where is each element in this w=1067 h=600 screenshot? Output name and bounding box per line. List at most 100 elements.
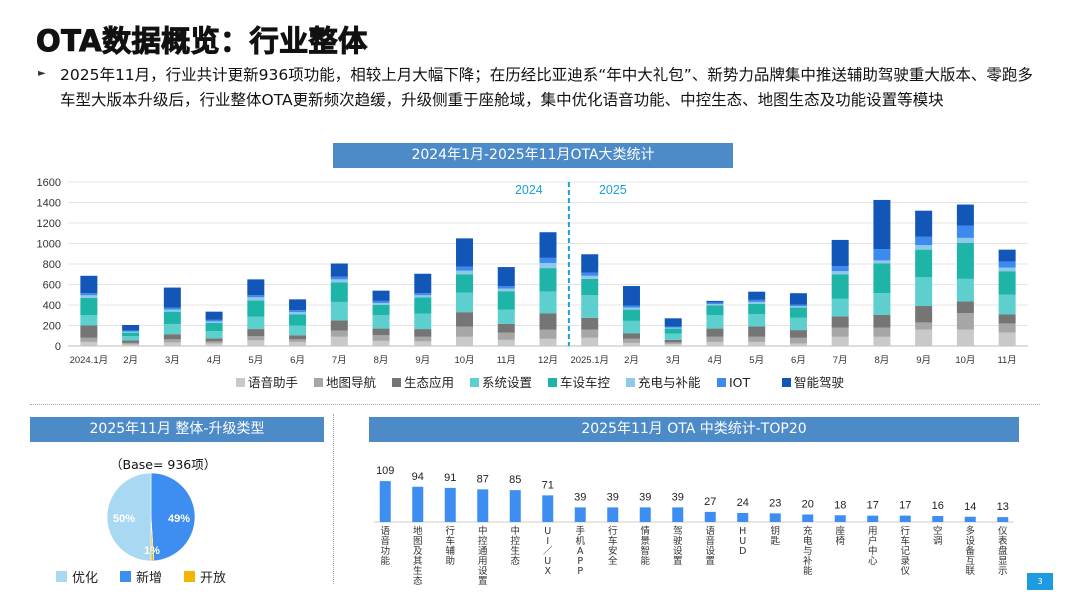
top20-bar: [509, 490, 521, 522]
bar-segment-8: [748, 291, 766, 300]
pie-slice-优化: [106, 472, 152, 562]
bar-segment-3: [664, 339, 682, 343]
bar-segment-4: [414, 313, 432, 330]
bar-segment-7: [873, 249, 891, 261]
x-tick-label: 2月: [123, 355, 138, 366]
bar-segment-4: [956, 278, 974, 302]
top20-category-label: 多设备互联: [965, 525, 975, 577]
pie-legend-label: 优化: [72, 571, 99, 586]
bar-segment-7: [497, 286, 515, 289]
top20-value-label: 17: [899, 500, 911, 512]
legend-swatch: [392, 378, 401, 387]
legend-label: 智能驾驶: [794, 375, 845, 390]
bar-segment-2: [163, 339, 181, 343]
bar-segment-8: [873, 199, 891, 250]
bar-segment-8: [789, 293, 807, 305]
bullet-icon: ►: [38, 68, 46, 79]
x-tick-label: 8月: [875, 355, 890, 366]
top20-category-label: 中控生态: [510, 525, 520, 567]
bar-segment-2: [748, 336, 766, 342]
bar-segment-7: [831, 266, 849, 272]
bar-segment-6: [247, 297, 265, 301]
bar-segment-7: [706, 302, 724, 304]
top20-category-label: 情景智能: [640, 525, 650, 567]
top20-bar: [672, 507, 684, 522]
top20-chart-title: 2025年11月 OTA 中类统计-TOP20: [369, 417, 1019, 442]
bar-segment-3: [497, 323, 515, 333]
bar-segment-7: [581, 272, 599, 276]
top20-category-label: 行车记录仪: [900, 525, 910, 577]
vertical-divider: [333, 414, 334, 584]
bar-segment-4: [247, 316, 265, 330]
bar-segment-5: [497, 291, 515, 310]
top20-category-label: 空调: [933, 525, 943, 547]
bar-segment-7: [414, 293, 432, 296]
bar-segment-5: [414, 297, 432, 314]
bar-segment-3: [873, 314, 891, 328]
x-tick-label: 3月: [666, 355, 681, 366]
top20-category-label: 行车安全: [608, 525, 618, 567]
top20-category-label: U I ／ U X: [543, 526, 553, 577]
bar-segment-6: [414, 295, 432, 298]
legend-label: 语音助手: [248, 375, 298, 390]
bar-segment-4: [497, 309, 515, 324]
y-tick-label: 1000: [37, 239, 61, 251]
bar-segment-4: [122, 336, 140, 341]
bar-segment-3: [205, 338, 223, 342]
top20-value-label: 71: [542, 479, 554, 491]
bar-segment-8: [539, 232, 557, 258]
x-tick-label: 2024.1月: [70, 355, 109, 366]
bar-segment-7: [539, 257, 557, 263]
top20-category-label: 驾驶设置: [673, 526, 683, 567]
bar-segment-1: [456, 336, 474, 346]
top20-value-label: 91: [444, 472, 456, 484]
x-tick-label: 7月: [833, 355, 848, 366]
bar-segment-1: [122, 344, 140, 346]
pie-value-label: 1%: [144, 545, 160, 557]
bar-segment-1: [956, 329, 974, 346]
bar-segment-3: [748, 326, 766, 337]
bar-segment-3: [372, 328, 390, 336]
bar-segment-8: [372, 290, 390, 301]
legend-swatch: [626, 378, 635, 387]
x-tick-label: 2025.1月: [570, 355, 609, 366]
top20-category-label: 语音设置: [705, 526, 715, 567]
summary-text: 2025年11月，行业共计更新936项功能，相较上月大幅下降；在历经比亚迪系“年…: [60, 66, 1033, 109]
bar-segment-6: [873, 260, 891, 264]
bar-segment-2: [664, 342, 682, 344]
bar-segment-2: [289, 339, 307, 342]
year-label-2024: 2024: [515, 183, 543, 197]
x-tick-label: 6月: [290, 355, 305, 366]
x-tick-label: 7月: [332, 355, 347, 366]
pie-legend-swatch: [120, 571, 132, 582]
legend-swatch: [717, 378, 726, 387]
bar-segment-3: [956, 301, 974, 314]
bar-segment-8: [497, 267, 515, 287]
bar-segment-6: [956, 237, 974, 243]
bar-segment-4: [873, 293, 891, 315]
bar-segment-8: [706, 300, 724, 303]
bar-segment-3: [831, 316, 849, 328]
top20-category-label: 座椅: [835, 525, 845, 547]
section-divider: [30, 404, 1040, 405]
top20-value-label: 85: [509, 474, 521, 486]
legend-label: 地图导航: [326, 375, 377, 390]
top20-category-label: 手机 A P P: [575, 525, 585, 577]
top20-bar: [834, 515, 846, 522]
bar-segment-4: [289, 325, 307, 336]
bar-segment-1: [247, 340, 265, 346]
top20-bar: [932, 516, 944, 522]
pie-legend: 优化 新增 开放: [56, 567, 226, 586]
bar-segment-5: [539, 268, 557, 292]
bar-segment-7: [372, 300, 390, 303]
bar-segment-2: [789, 337, 807, 344]
top20-bar: [867, 515, 879, 522]
bar-segment-8: [163, 287, 181, 308]
bar-segment-7: [289, 310, 307, 313]
top20-value-label: 13: [997, 501, 1009, 513]
y-tick-label: 1600: [37, 177, 61, 189]
bar-segment-4: [581, 295, 599, 318]
top20-bar: [444, 487, 456, 522]
legend-label: 生态应用: [404, 375, 454, 390]
bar-segment-1: [664, 343, 682, 346]
